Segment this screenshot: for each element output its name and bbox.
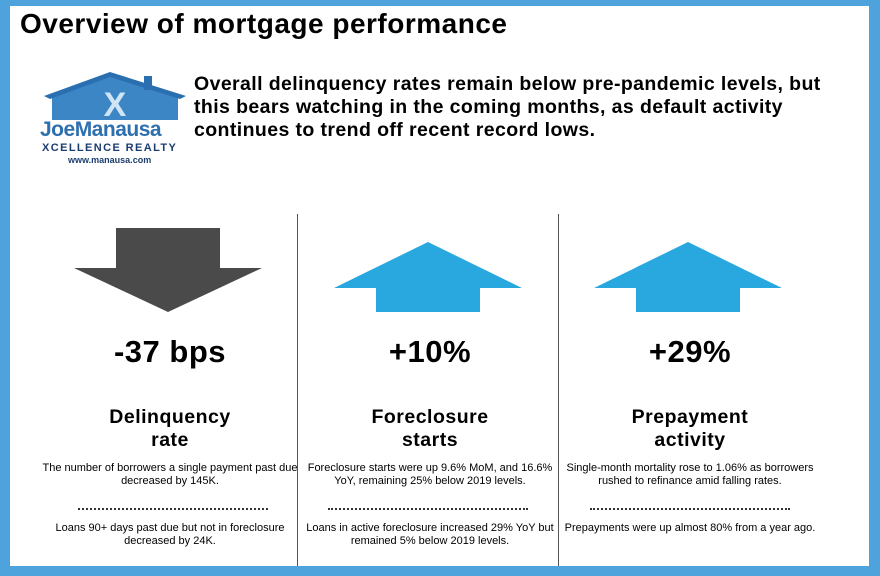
metric-label-line: activity [654, 429, 726, 451]
dotted-separator [590, 508, 790, 510]
dotted-separator [328, 508, 528, 510]
up-arrow-icon [334, 242, 522, 312]
metric-value: +29% [648, 334, 732, 369]
metric-value: -37 bps [113, 334, 227, 369]
logo-url: www.manausa.com [68, 155, 152, 165]
metric-detail: Loans 90+ days past due but not in forec… [55, 522, 285, 547]
metric-column-prepayment: +29% Prepayment activity Single-month mo… [560, 216, 820, 566]
metric-label-line: starts [401, 429, 459, 451]
down-arrow-icon [74, 228, 262, 312]
metric-value: +10% [388, 334, 472, 369]
page-title: Overview of mortgage performance [20, 8, 508, 39]
metric-label-line: rate [151, 429, 189, 451]
metric-detail: Loans in active foreclosure increased 29… [306, 522, 554, 547]
intro-text: Overall delinquency rates remain below p… [194, 73, 821, 141]
up-arrow-icon [594, 242, 782, 312]
metric-label-line: Foreclosure [371, 406, 489, 428]
svg-text:X: X [104, 86, 127, 122]
column-divider [558, 214, 559, 566]
metric-description: The number of borrowers a single payment… [42, 462, 298, 487]
metric-label: Foreclosure starts [300, 406, 560, 452]
metric-column-delinquency: -37 bps Delinquency rate The number of b… [40, 216, 300, 566]
metric-detail: Prepayments were up almost 80% from a ye… [564, 522, 816, 534]
logo-last-name: Manausa [74, 118, 162, 141]
logo-tagline: XCELLENCE REALTY [42, 142, 178, 154]
company-logo: X JoeManausa XCELLENCE REALTY www.manaus… [40, 72, 190, 168]
metric-label-line: Delinquency [109, 406, 231, 428]
metric-label-line: Prepayment [631, 406, 749, 428]
infographic-panel: Overview of mortgage performance X JoeMa… [10, 6, 869, 566]
logo-first-name: Joe [40, 118, 75, 141]
metric-column-foreclosure: +10% Foreclosure starts Foreclosure star… [300, 216, 560, 566]
metric-label: Delinquency rate [40, 406, 300, 452]
metric-label: Prepayment activity [560, 406, 820, 452]
column-divider [297, 214, 298, 566]
dotted-separator [78, 508, 268, 510]
logo-wordmark: JoeManausa [40, 118, 190, 142]
metric-description: Foreclosure starts were up 9.6% MoM, and… [307, 462, 553, 487]
house-logo-icon: X [44, 72, 186, 124]
metric-description: Single-month mortality rose to 1.06% as … [566, 462, 814, 487]
